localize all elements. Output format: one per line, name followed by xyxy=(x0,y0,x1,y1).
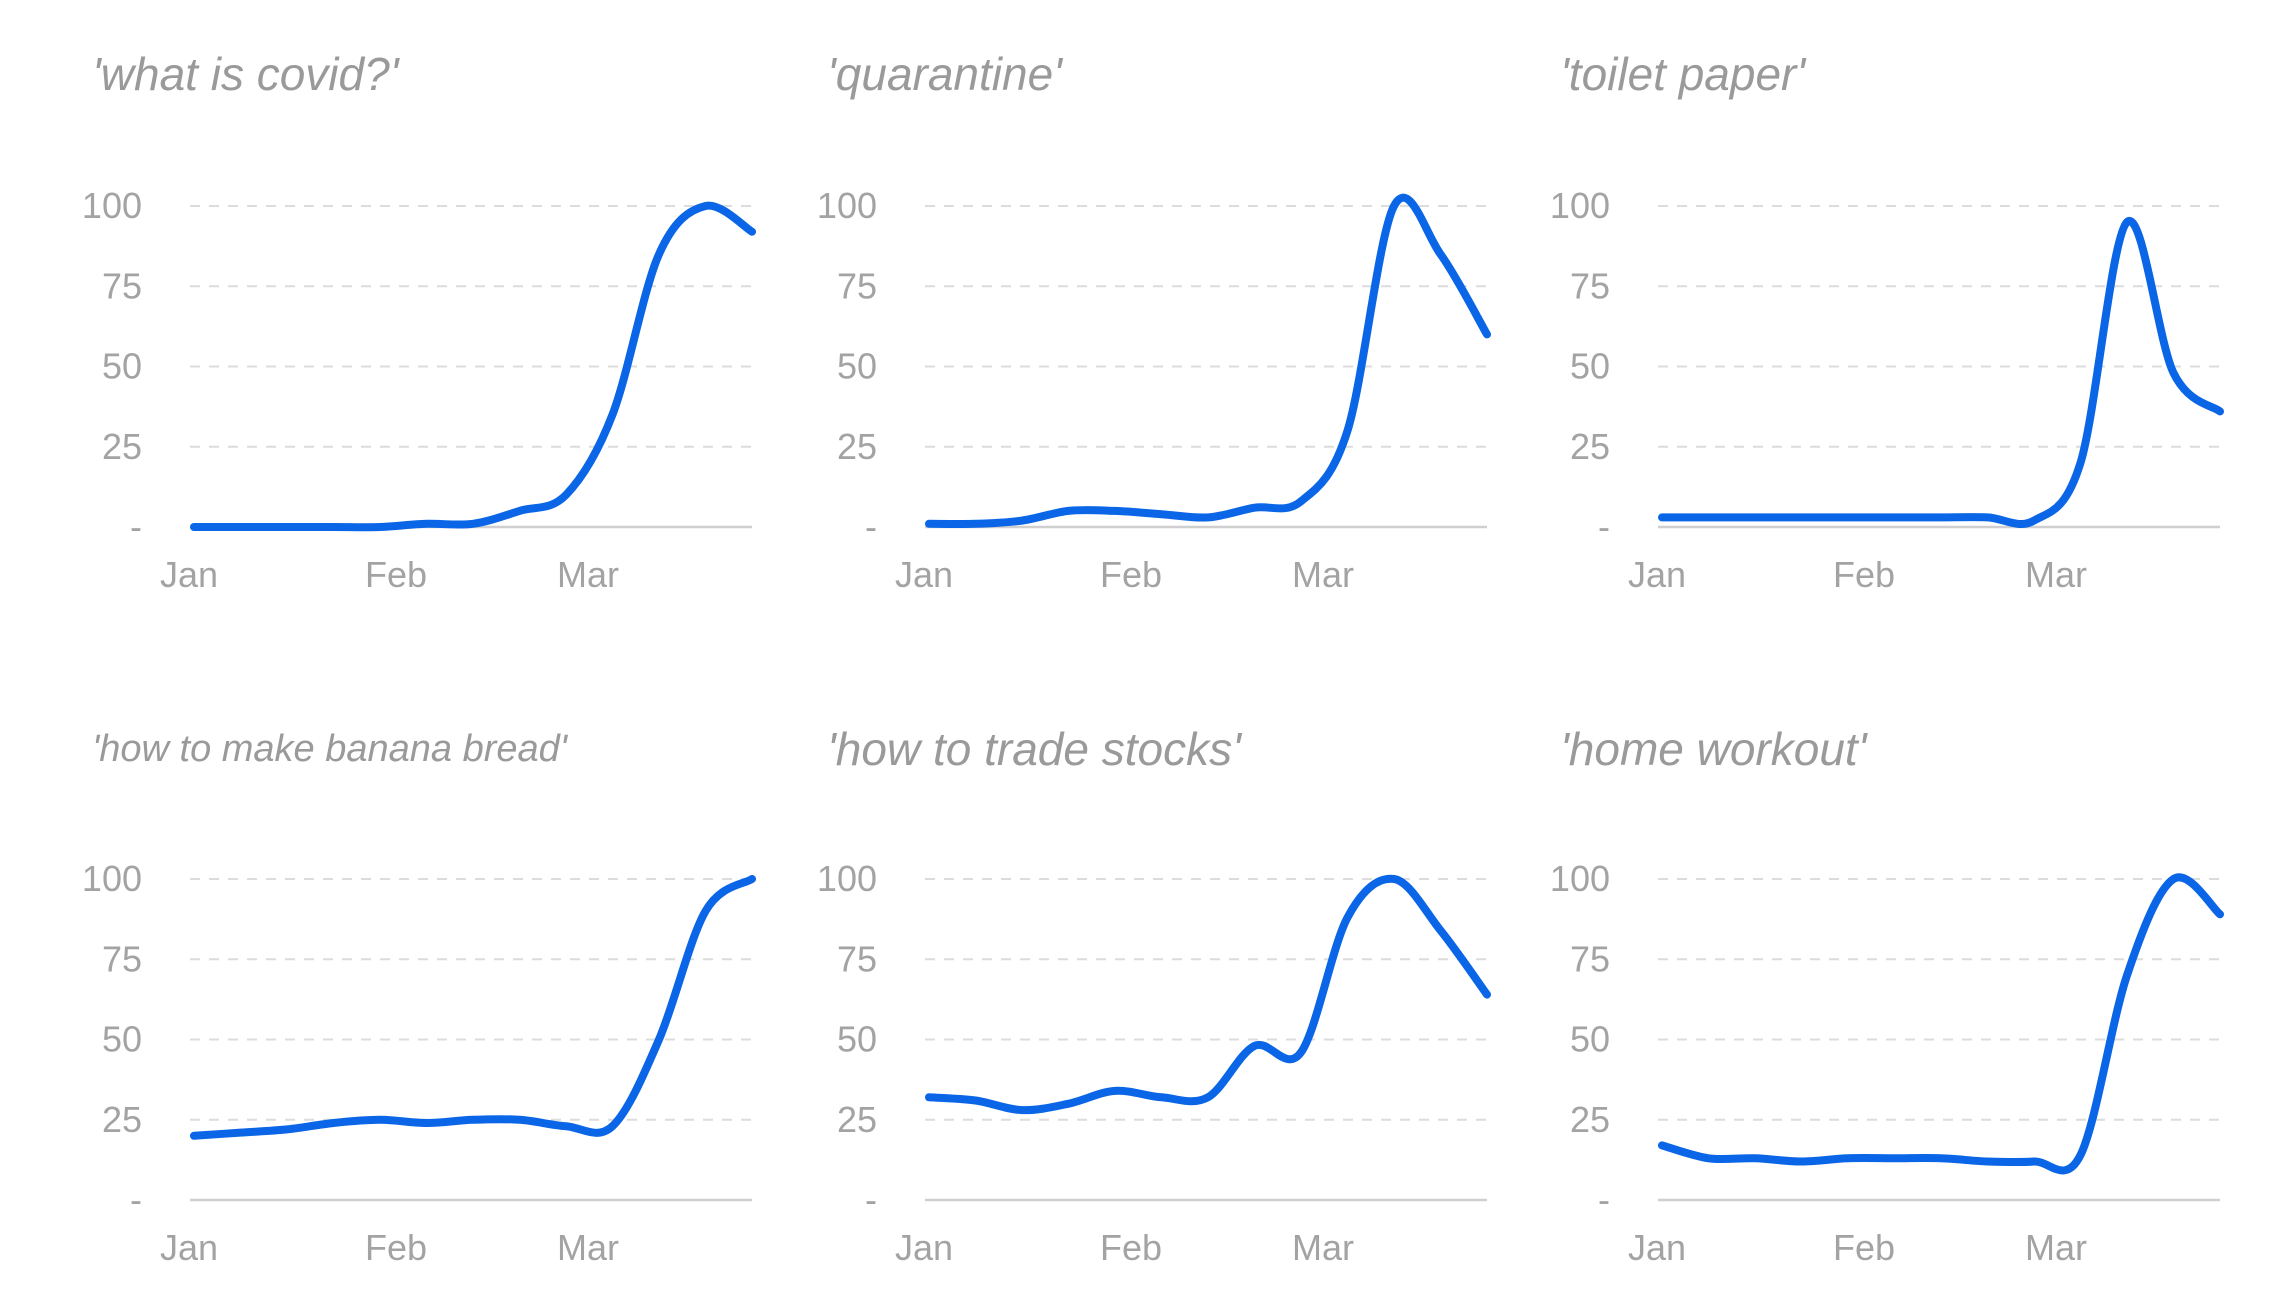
series-line xyxy=(925,193,1491,529)
y-tick-label: 100 xyxy=(817,185,877,226)
y-tick-label: - xyxy=(1598,1179,1610,1220)
y-tick-label: 25 xyxy=(102,426,142,467)
x-tick-label: Jan xyxy=(895,1227,953,1268)
series-line xyxy=(1658,873,2224,1175)
y-tick-label: 100 xyxy=(82,858,142,899)
chart-title: 'quarantine' xyxy=(827,48,1064,100)
y-tick-label: 75 xyxy=(102,938,142,979)
chart-panel-6: 'home workout' - 25 50 75 100 Jan Feb Mar xyxy=(1550,723,2224,1268)
x-tick-label: Feb xyxy=(1833,554,1895,595)
y-tick-label: 75 xyxy=(102,265,142,306)
y-tick-label: 75 xyxy=(837,265,877,306)
series-line xyxy=(190,875,756,1140)
x-tick-label: Feb xyxy=(365,1227,427,1268)
x-tick-label: Feb xyxy=(1100,1227,1162,1268)
y-tick-label: 50 xyxy=(837,1019,877,1060)
x-tick-label: Jan xyxy=(160,1227,218,1268)
x-tick-label: Mar xyxy=(557,1227,619,1268)
y-tick-label: - xyxy=(130,1179,142,1220)
chart-title: 'toilet paper' xyxy=(1560,48,1807,100)
chart-panel-4: 'how to make banana bread' - 25 50 75 100 Jan F… xyxy=(82,728,756,1268)
y-tick-label: 100 xyxy=(817,858,877,899)
y-tick-label: 50 xyxy=(837,346,877,387)
chart-panel-2: 'quarantine' - 25 50 75 100 Jan Feb Mar xyxy=(817,48,1491,595)
y-tick-label: 50 xyxy=(1570,1019,1610,1060)
series-line xyxy=(1658,217,2224,529)
x-tick-label: Mar xyxy=(557,554,619,595)
y-tick-label: 75 xyxy=(1570,265,1610,306)
x-tick-label: Feb xyxy=(1833,1227,1895,1268)
x-tick-label: Jan xyxy=(1628,554,1686,595)
chart-title: 'home workout' xyxy=(1560,723,1869,775)
y-tick-label: 100 xyxy=(1550,858,1610,899)
y-tick-label: 100 xyxy=(1550,185,1610,226)
y-tick-label: - xyxy=(865,506,877,547)
x-tick-label: Jan xyxy=(895,554,953,595)
y-tick-label: 25 xyxy=(837,426,877,467)
y-tick-label: 25 xyxy=(837,1099,877,1140)
x-tick-label: Mar xyxy=(2025,554,2087,595)
y-tick-label: - xyxy=(865,1179,877,1220)
x-tick-label: Mar xyxy=(2025,1227,2087,1268)
x-tick-label: Mar xyxy=(1292,554,1354,595)
y-tick-label: 75 xyxy=(837,938,877,979)
x-tick-label: Jan xyxy=(1628,1227,1686,1268)
series-line xyxy=(190,201,756,532)
y-tick-label: - xyxy=(130,506,142,547)
x-tick-label: Mar xyxy=(1292,1227,1354,1268)
x-tick-label: Feb xyxy=(365,554,427,595)
chart-panel-5: 'how to trade stocks' - 25 50 75 100 Jan Feb Mar xyxy=(817,723,1491,1268)
y-tick-label: 100 xyxy=(82,185,142,226)
chart-title: 'how to trade stocks' xyxy=(827,723,1243,775)
y-tick-label: 50 xyxy=(102,1019,142,1060)
y-tick-label: 50 xyxy=(1570,346,1610,387)
y-tick-label: 75 xyxy=(1570,938,1610,979)
chart-title: 'how to make banana bread' xyxy=(92,728,569,770)
chart-panel-1: 'what is covid?' - 25 50 75 100 Jan Feb Mar xyxy=(82,48,756,595)
y-tick-label: 25 xyxy=(1570,1099,1610,1140)
y-tick-label: 25 xyxy=(1570,426,1610,467)
y-tick-label: 25 xyxy=(102,1099,142,1140)
chart-title: 'what is covid?' xyxy=(92,48,401,100)
x-tick-label: Feb xyxy=(1100,554,1162,595)
x-tick-label: Jan xyxy=(160,554,218,595)
series-line xyxy=(925,874,1491,1115)
y-tick-label: 50 xyxy=(102,346,142,387)
chart-panel-3: 'toilet paper' - 25 50 75 100 Jan Feb Mar xyxy=(1550,48,2224,595)
y-tick-label: - xyxy=(1598,506,1610,547)
